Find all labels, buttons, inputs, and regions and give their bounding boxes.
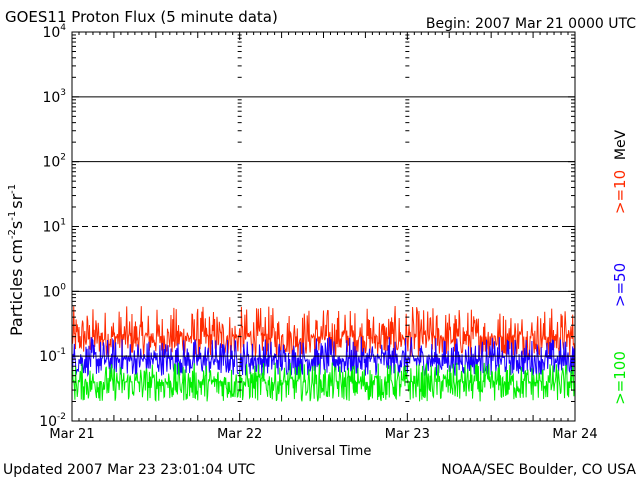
x-tick-labels: Mar 21 Mar 22 Mar 23 Mar 24	[49, 427, 597, 442]
series-line-gt100	[71, 362, 576, 402]
units-label: MeV	[613, 129, 629, 160]
y-tick-label: 104	[42, 23, 66, 41]
series-line-gt10	[71, 305, 576, 358]
source-credit: NOAA/SEC Boulder, CO USA	[441, 462, 636, 478]
x-tick-label: Mar 23	[385, 427, 430, 442]
y-tick-label: 10-1	[39, 347, 66, 365]
series-layer	[71, 305, 576, 402]
x-tick-label: Mar 22	[217, 427, 262, 442]
chart-title: GOES11 Proton Flux (5 minute data)	[5, 8, 278, 26]
x-axis-label: Universal Time	[275, 444, 372, 459]
y-tick-label: 103	[42, 88, 66, 106]
begin-time: Begin: 2007 Mar 21 0000 UTC	[426, 16, 636, 32]
updated-timestamp: Updated 2007 Mar 23 23:01:04 UTC	[3, 462, 256, 478]
legend-gt10: >=10	[611, 170, 629, 214]
x-tick-label: Mar 21	[49, 427, 94, 442]
legend-gt50: >=50	[611, 263, 629, 307]
y-axis-label: Particles cm-2s-1sr-1	[7, 184, 26, 336]
y-tick-label: 10-2	[39, 412, 66, 430]
x-tick-label: Mar 24	[552, 427, 597, 442]
y-tick-label: 102	[42, 153, 66, 171]
legend-gt100: >=100	[611, 351, 629, 405]
plot-frame	[71, 31, 576, 422]
y-tick-labels: 104 103 102 101 100 10-1 10-2	[39, 23, 66, 430]
y-tick-label: 101	[42, 218, 66, 236]
y-tick-label: 100	[42, 282, 66, 300]
